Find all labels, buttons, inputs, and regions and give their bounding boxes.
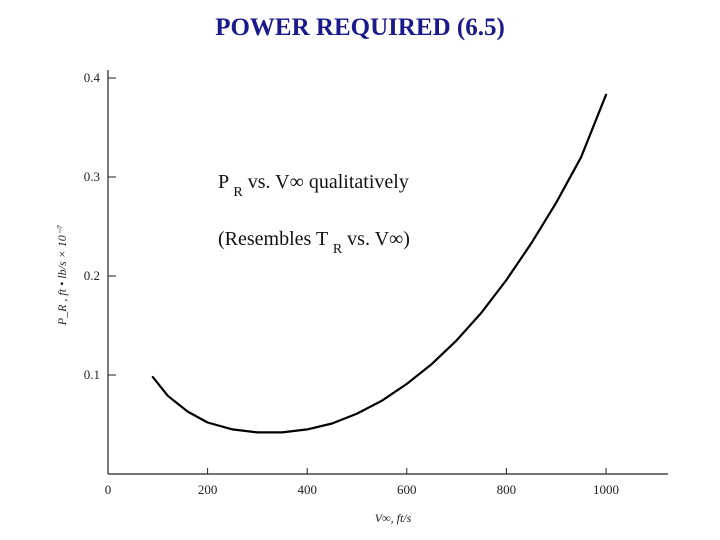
annotation-line-1: P R vs. V∞ qualitatively bbox=[218, 171, 409, 200]
x-tick-label: 600 bbox=[397, 482, 417, 497]
x-axis-label: V∞, ft/s bbox=[375, 511, 412, 525]
slide-title: POWER REQUIRED (6.5) bbox=[215, 14, 505, 41]
y-tick-label: 0.4 bbox=[84, 70, 101, 85]
y-tick-label: 0.1 bbox=[84, 367, 100, 382]
y-tick-label: 0.2 bbox=[84, 268, 100, 283]
annotation-2-rest: vs. V∞) bbox=[347, 228, 410, 250]
chart-series bbox=[151, 93, 608, 434]
chart-ticks: 0 200 400 600 800 1000 0.1 0.2 0.3 0.4 bbox=[84, 70, 619, 497]
x-tick-label: 0 bbox=[105, 482, 112, 497]
annotation-1-sub: R bbox=[233, 185, 243, 200]
annotation-1-rest: vs. V∞ qualitatively bbox=[248, 171, 409, 193]
annotation-2-sub: R bbox=[333, 242, 343, 257]
y-tick-label: 0.3 bbox=[84, 169, 100, 184]
annotation-2-pre: (Resembles T bbox=[218, 228, 328, 250]
power-required-curve bbox=[151, 93, 608, 434]
chart-axes bbox=[107, 70, 668, 475]
x-tick-label: 400 bbox=[297, 482, 317, 497]
annotation-line-2: (Resembles T R vs. V∞) bbox=[218, 228, 410, 257]
x-tick-label: 1000 bbox=[593, 482, 619, 497]
x-tick-label: 800 bbox=[497, 482, 517, 497]
annotation-1-p: P bbox=[218, 171, 229, 193]
y-axis-label: P_R , ft • lb/s × 10⁻⁷ bbox=[55, 225, 69, 326]
x-tick-label: 200 bbox=[198, 482, 218, 497]
